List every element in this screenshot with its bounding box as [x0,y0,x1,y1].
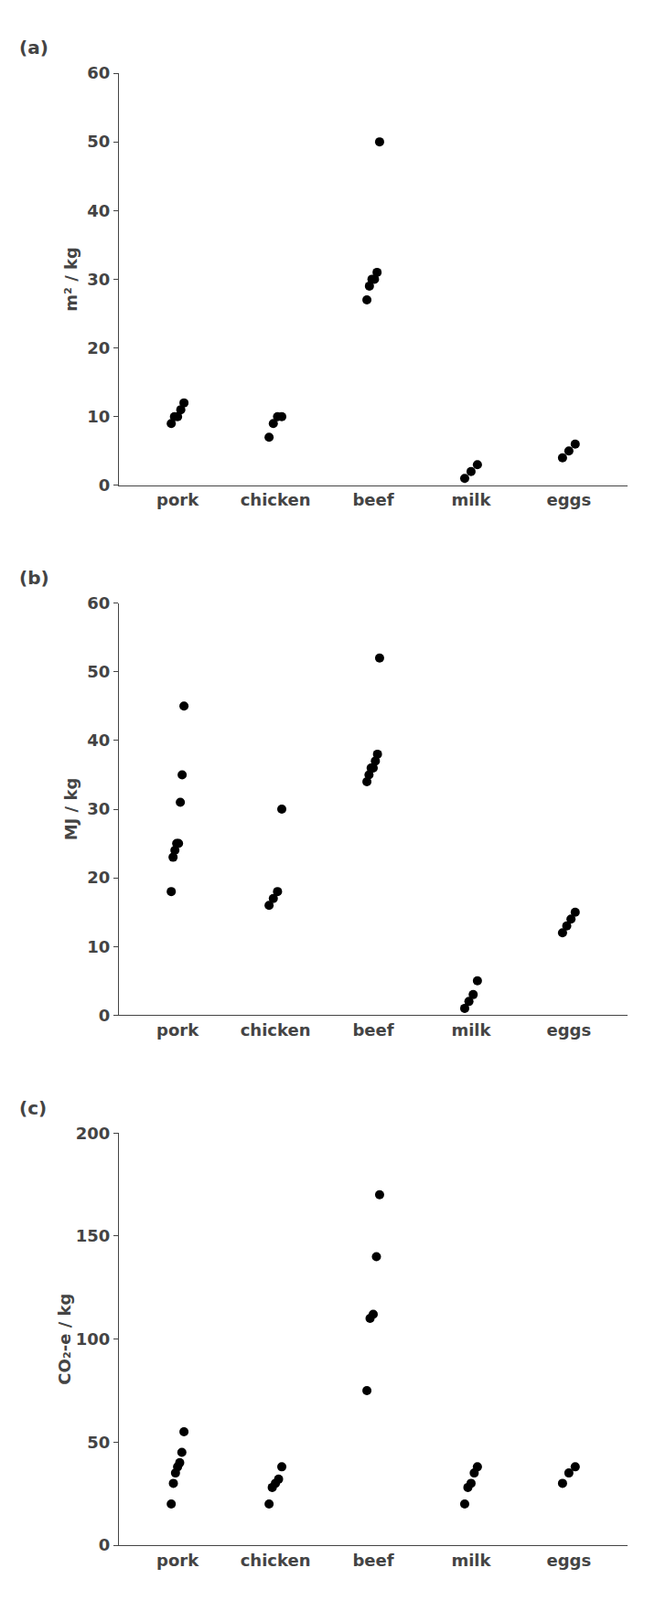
svg-text:chicken: chicken [240,490,312,510]
svg-text:50: 50 [86,131,110,151]
svg-text:0: 0 [98,1006,111,1026]
svg-text:50: 50 [86,1433,110,1453]
svg-text:eggs: eggs [546,1020,591,1041]
svg-text:pork: pork [156,1020,200,1041]
svg-text:pork: pork [156,1551,200,1571]
svg-text:150: 150 [75,1226,111,1246]
svg-text:0: 0 [98,475,111,495]
svg-text:10: 10 [86,407,110,427]
svg-text:chicken: chicken [240,1020,312,1041]
svg-text:milk: milk [450,1020,492,1041]
svg-text:m² / kg: m² / kg [61,246,81,312]
svg-text:30: 30 [86,269,110,290]
svg-text:eggs: eggs [546,1551,591,1571]
svg-text:60: 60 [86,63,110,83]
svg-text:0: 0 [98,1535,111,1556]
svg-text:beef: beef [352,1020,394,1041]
svg-text:50: 50 [86,662,110,682]
svg-text:chicken: chicken [240,1551,312,1571]
svg-text:20: 20 [86,868,110,888]
svg-text:(c): (c) [19,1097,47,1120]
svg-text:30: 30 [86,799,110,819]
svg-text:10: 10 [86,937,110,957]
svg-text:MJ / kg: MJ / kg [61,778,81,842]
svg-text:eggs: eggs [546,490,591,510]
svg-text:CO₂-e / kg: CO₂-e / kg [54,1294,75,1386]
svg-text:milk: milk [450,490,492,510]
svg-text:20: 20 [86,338,110,358]
svg-text:(a): (a) [19,36,49,59]
svg-text:pork: pork [156,490,200,510]
svg-text:40: 40 [86,201,110,221]
svg-text:(b): (b) [19,567,50,590]
svg-text:beef: beef [352,1551,394,1571]
svg-text:100: 100 [75,1330,111,1350]
svg-text:60: 60 [86,593,110,613]
svg-text:40: 40 [86,730,110,751]
svg-text:200: 200 [75,1124,111,1144]
svg-text:beef: beef [352,490,394,510]
svg-text:milk: milk [450,1551,492,1571]
